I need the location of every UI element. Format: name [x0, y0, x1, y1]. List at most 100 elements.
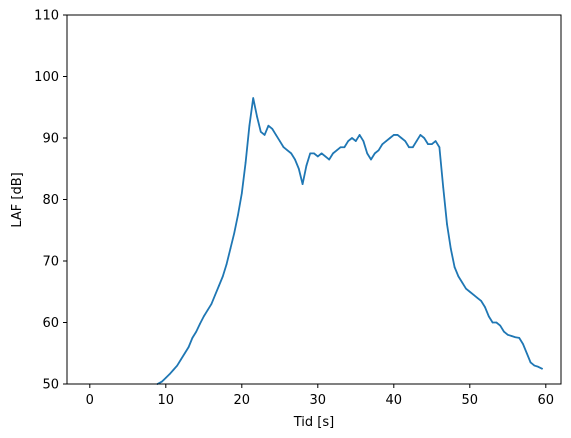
- series-point: [412, 146, 414, 149]
- series-point: [461, 281, 464, 284]
- series-point: [423, 137, 426, 139]
- series-point: [301, 183, 304, 185]
- series-point: [328, 158, 331, 161]
- series-point: [225, 263, 228, 265]
- series-point: [469, 290, 471, 293]
- series-point: [172, 369, 175, 371]
- series-point: [366, 152, 369, 155]
- series-point: [286, 149, 289, 152]
- series-point: [537, 365, 539, 368]
- series-point: [351, 137, 353, 139]
- series-point: [339, 146, 342, 149]
- series-point: [389, 137, 391, 139]
- series-point: [358, 134, 361, 136]
- series-point: [214, 294, 216, 296]
- series-point: [184, 352, 186, 355]
- series-point: [210, 303, 213, 305]
- x-tick-label: 10: [158, 393, 175, 408]
- series-point: [457, 275, 460, 278]
- series-point: [233, 232, 235, 235]
- series-point: [393, 134, 395, 136]
- series-point: [362, 140, 365, 142]
- series-point: [400, 137, 403, 139]
- y-tick-label: 110: [34, 9, 59, 24]
- series-point: [446, 223, 448, 225]
- x-tick-label: 60: [538, 393, 555, 408]
- series-point: [453, 266, 456, 268]
- y-tick-label: 80: [42, 193, 59, 208]
- series-point: [472, 294, 475, 296]
- series-point: [256, 115, 258, 118]
- series-point: [241, 192, 243, 195]
- series-point: [385, 140, 388, 142]
- series-point: [396, 134, 399, 136]
- series-point: [510, 335, 513, 337]
- series-point: [408, 146, 410, 149]
- y-axis-label: LAF [dB]: [10, 172, 25, 227]
- series-point: [320, 152, 323, 155]
- x-tick-label: 40: [386, 393, 403, 408]
- series-point: [222, 275, 224, 278]
- series-point: [252, 97, 254, 99]
- series-point: [237, 214, 239, 216]
- series-point: [279, 140, 281, 142]
- series-point: [180, 358, 182, 361]
- series-point: [309, 152, 312, 155]
- series-point: [434, 140, 437, 142]
- series-point: [480, 300, 483, 302]
- series-point: [488, 315, 490, 318]
- series-line: [156, 97, 543, 385]
- series-point: [514, 336, 517, 339]
- x-axis-label: Tid [s]: [293, 415, 334, 430]
- x-tick-label: 30: [310, 393, 327, 408]
- series-point: [305, 164, 308, 167]
- series-point: [290, 152, 293, 155]
- series-point: [324, 155, 327, 158]
- series-point: [168, 373, 171, 375]
- series-point: [313, 152, 315, 155]
- series-point: [294, 158, 296, 161]
- series-point: [431, 143, 433, 145]
- series-point: [518, 337, 520, 339]
- series-point: [438, 146, 441, 149]
- x-tick-label: 20: [234, 393, 251, 408]
- y-tick-label: 100: [34, 70, 59, 85]
- series-point: [336, 149, 338, 152]
- series-point: [381, 143, 384, 145]
- y-tick-label: 60: [42, 316, 59, 331]
- series-point: [218, 284, 220, 287]
- series-point: [282, 146, 285, 149]
- series-point: [267, 124, 270, 127]
- series-point: [248, 124, 251, 127]
- series-point: [476, 297, 479, 299]
- series-point: [522, 343, 524, 345]
- x-tick-label: 50: [462, 393, 479, 408]
- series-point: [298, 167, 300, 170]
- series-point: [271, 127, 274, 130]
- series-point: [229, 247, 232, 250]
- series-point: [484, 306, 486, 308]
- series-point: [317, 155, 319, 158]
- series-point: [347, 140, 350, 142]
- series-point: [427, 143, 429, 145]
- series-point: [244, 161, 247, 164]
- series-point: [450, 247, 452, 250]
- series-point: [495, 321, 498, 324]
- series-point: [541, 367, 543, 370]
- y-tick-label: 70: [42, 255, 59, 270]
- series-point: [355, 140, 357, 142]
- series-point: [203, 315, 205, 318]
- series-point: [370, 158, 372, 161]
- series-point: [263, 134, 266, 136]
- series-point: [419, 134, 422, 136]
- series-point: [161, 380, 163, 383]
- series-point: [260, 131, 262, 133]
- series-point: [187, 346, 190, 348]
- series-point: [503, 330, 505, 333]
- series-point: [465, 287, 467, 290]
- series-point: [165, 377, 167, 379]
- series-point: [404, 140, 407, 142]
- tick-layer: 0 10 20 30 40 50 60 50 60 70 80 90 100 110: [34, 9, 554, 409]
- series-point: [343, 146, 346, 149]
